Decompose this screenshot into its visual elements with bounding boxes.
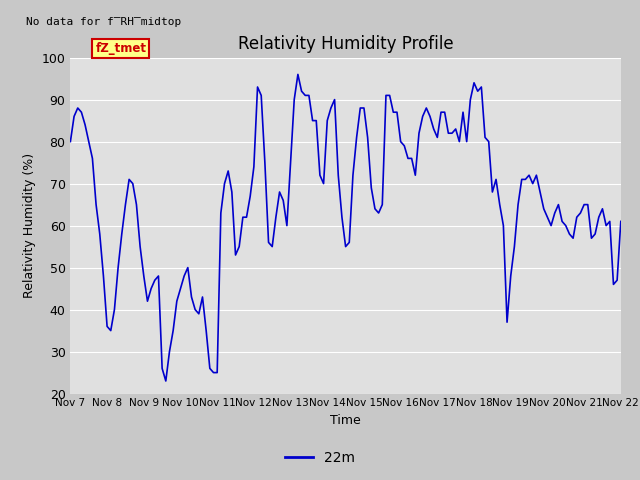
- Text: fZ_tmet: fZ_tmet: [95, 42, 147, 55]
- X-axis label: Time: Time: [330, 414, 361, 427]
- Text: No data for f̅RH̅midtop: No data for f̅RH̅midtop: [26, 17, 182, 27]
- Title: Relativity Humidity Profile: Relativity Humidity Profile: [238, 35, 453, 53]
- Legend: 22m: 22m: [280, 445, 360, 471]
- Y-axis label: Relativity Humidity (%): Relativity Humidity (%): [23, 153, 36, 298]
